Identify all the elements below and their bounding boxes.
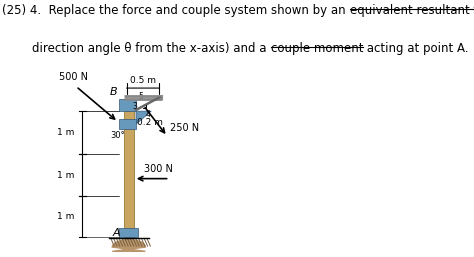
Bar	[118, 120, 137, 129]
Text: 1 m: 1 m	[57, 128, 74, 137]
Text: A: A	[113, 228, 120, 238]
Bar	[124, 111, 134, 237]
Text: direction angle θ from the x-axis) and a: direction angle θ from the x-axis) and a	[2, 42, 271, 55]
Text: 500 N: 500 N	[59, 72, 88, 82]
Text: 1 m: 1 m	[57, 171, 74, 180]
Polygon shape	[136, 111, 151, 124]
Text: 3: 3	[132, 102, 137, 111]
Text: B: B	[110, 87, 118, 97]
Text: equivalent resultant force: equivalent resultant force	[350, 4, 474, 17]
Bar	[118, 99, 136, 111]
Text: 0.2 m: 0.2 m	[137, 117, 163, 126]
Text: 4: 4	[145, 110, 150, 119]
Text: 1 m: 1 m	[57, 213, 74, 222]
Polygon shape	[112, 240, 146, 251]
Text: 0.5 m: 0.5 m	[130, 76, 156, 86]
Text: 250 N: 250 N	[170, 123, 199, 133]
Text: couple moment: couple moment	[271, 42, 363, 55]
Text: 30°: 30°	[110, 131, 125, 140]
Text: acting at point A.: acting at point A.	[363, 42, 469, 55]
Bar	[119, 228, 138, 237]
Text: (25) 4.  Replace the force and couple system shown by an: (25) 4. Replace the force and couple sys…	[2, 4, 350, 17]
Text: 300 N: 300 N	[144, 164, 173, 174]
Text: 5: 5	[139, 92, 144, 101]
